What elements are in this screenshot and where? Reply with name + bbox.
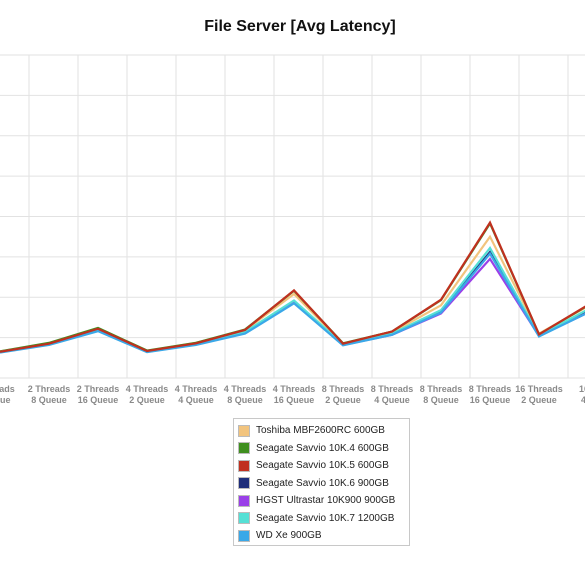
- legend-swatch: [238, 424, 250, 437]
- x-tick-label: 4 C: [581, 395, 585, 405]
- x-tick-label: ueue: [0, 395, 11, 405]
- x-tick-label: 16 Queue: [470, 395, 511, 405]
- x-tick-label: 4 Queue: [178, 395, 214, 405]
- grid: [0, 54, 585, 379]
- legend-swatch: [238, 494, 250, 507]
- series-line-seagate-savvio-10k-5-600gb: [0, 220, 585, 353]
- legend-item[interactable]: HGST Ultrastar 10K900 900GB: [238, 492, 409, 510]
- x-tick-label: 4 Threads: [224, 384, 267, 394]
- x-tick-label: 2 Queue: [325, 395, 361, 405]
- x-tick-label: 2 Threads: [77, 384, 120, 394]
- x-tick-label: 4 Threads: [273, 384, 316, 394]
- x-tick-label: 4 Threads: [126, 384, 169, 394]
- series-lines: [0, 220, 585, 354]
- legend-label: WD Xe 900GB: [256, 530, 322, 542]
- legend-label: Seagate Savvio 10K.6 900GB: [256, 477, 389, 489]
- legend-item[interactable]: Seagate Savvio 10K.7 1200GB: [238, 510, 409, 528]
- legend-item[interactable]: Seagate Savvio 10K.4 600GB: [238, 440, 409, 458]
- x-tick-label: 8 Queue: [227, 395, 263, 405]
- x-tick-label: 2 Queue: [521, 395, 557, 405]
- x-tick-label: 4 Queue: [374, 395, 410, 405]
- legend-label: Seagate Savvio 10K.5 600GB: [256, 460, 389, 472]
- x-tick-label: 8 Threads: [469, 384, 512, 394]
- legend-item[interactable]: Toshiba MBF2600RC 600GB: [238, 422, 409, 440]
- x-tick-label: 8 Threads: [420, 384, 463, 394]
- legend-item[interactable]: Seagate Savvio 10K.5 600GB: [238, 457, 409, 475]
- legend-swatch: [238, 529, 250, 542]
- legend-swatch: [238, 459, 250, 472]
- chart-title: File Server [Avg Latency]: [204, 18, 396, 35]
- x-tick-label: 2 Queue: [129, 395, 165, 405]
- series-line-wd-xe-900gb: [0, 251, 585, 354]
- x-tick-label: hreads: [0, 384, 15, 394]
- x-tick-label: 8 Queue: [31, 395, 67, 405]
- x-tick-label: 2 Threads: [28, 384, 71, 394]
- x-tick-label: 16 Threads: [515, 384, 563, 394]
- legend-label: Seagate Savvio 10K.7 1200GB: [256, 512, 395, 524]
- x-tick-label: 8 Queue: [423, 395, 459, 405]
- legend-label: HGST Ultrastar 10K900 900GB: [256, 495, 396, 507]
- legend-item[interactable]: Seagate Savvio 10K.6 900GB: [238, 475, 409, 493]
- x-tick-label: 8 Threads: [371, 384, 414, 394]
- x-tick-label: 16 Queue: [274, 395, 315, 405]
- legend-item[interactable]: WD Xe 900GB: [238, 527, 409, 545]
- legend-swatch: [238, 512, 250, 525]
- legend-swatch: [238, 442, 250, 455]
- x-tick-label: 16 Queue: [78, 395, 119, 405]
- legend-label: Toshiba MBF2600RC 600GB: [256, 425, 385, 437]
- series-line-hgst-ultrastar-10k900-900gb: [0, 257, 585, 354]
- legend-swatch: [238, 477, 250, 490]
- legend: Toshiba MBF2600RC 600GB Seagate Savvio 10…: [233, 418, 410, 546]
- x-tick-label: 4 Threads: [175, 384, 218, 394]
- x-tick-label: 16 T: [579, 384, 585, 394]
- x-tick-label: 8 Threads: [322, 384, 365, 394]
- legend-label: Seagate Savvio 10K.4 600GB: [256, 442, 389, 454]
